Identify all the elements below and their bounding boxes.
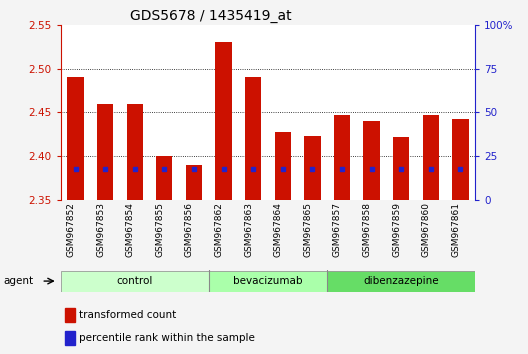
Text: GSM967859: GSM967859 (392, 202, 401, 257)
Bar (215, 42, 232, 200)
Text: GSM967862: GSM967862 (214, 202, 223, 257)
Text: GSM967861: GSM967861 (451, 202, 460, 257)
Bar (304, 136, 320, 200)
Bar (65, 331, 75, 344)
Bar (275, 132, 291, 200)
Bar (422, 115, 439, 200)
Text: percentile rank within the sample: percentile rank within the sample (79, 332, 255, 343)
Bar (452, 119, 468, 200)
Bar (363, 121, 380, 200)
Text: GSM967864: GSM967864 (274, 202, 283, 257)
Bar (65, 308, 75, 322)
Bar (127, 104, 143, 200)
Text: GSM967860: GSM967860 (422, 202, 431, 257)
Text: GSM967852: GSM967852 (67, 202, 76, 257)
Text: control: control (117, 276, 153, 286)
Text: bevacizumab: bevacizumab (233, 276, 303, 286)
Bar (245, 77, 261, 200)
Text: GDS5678 / 1435419_at: GDS5678 / 1435419_at (130, 9, 292, 23)
Text: GSM967858: GSM967858 (363, 202, 372, 257)
Text: GSM967855: GSM967855 (155, 202, 164, 257)
Text: GSM967854: GSM967854 (126, 202, 135, 257)
Bar (334, 115, 350, 200)
Text: GSM967863: GSM967863 (244, 202, 253, 257)
Bar (186, 165, 202, 200)
Text: agent: agent (3, 276, 33, 286)
FancyBboxPatch shape (61, 270, 209, 292)
Bar (97, 104, 114, 200)
Text: GSM967853: GSM967853 (96, 202, 105, 257)
Bar (393, 137, 409, 200)
Text: transformed count: transformed count (79, 310, 177, 320)
Bar (68, 77, 83, 200)
FancyBboxPatch shape (209, 270, 327, 292)
FancyBboxPatch shape (327, 270, 475, 292)
Text: GSM967865: GSM967865 (304, 202, 313, 257)
Text: GSM967856: GSM967856 (185, 202, 194, 257)
Text: dibenzazepine: dibenzazepine (363, 276, 439, 286)
Bar (156, 156, 173, 200)
Text: GSM967857: GSM967857 (333, 202, 342, 257)
